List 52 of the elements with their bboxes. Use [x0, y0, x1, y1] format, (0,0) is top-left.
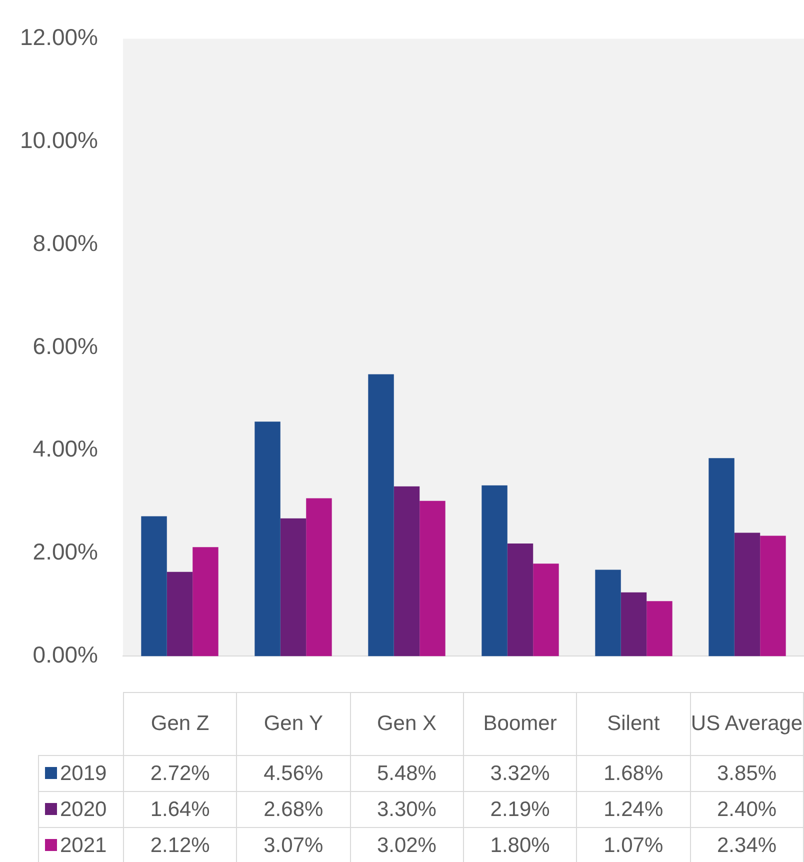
legend-label: 2019 [38, 756, 124, 792]
bar [192, 547, 218, 656]
y-tick-label: 10.00% [20, 127, 98, 154]
data-label: 3.85% [690, 756, 804, 792]
y-tick-label: 2.00% [32, 538, 98, 565]
bar [620, 592, 647, 656]
data-label: 1.07% [576, 828, 690, 862]
data-label: 1.64% [123, 792, 237, 828]
data-label: 4.56% [236, 756, 350, 792]
bar [646, 601, 672, 656]
data-label: 2.19% [463, 792, 577, 828]
data-label: 2.72% [123, 756, 237, 792]
y-tick-label: 6.00% [32, 332, 98, 359]
x-tick-label: Gen Y [236, 692, 350, 756]
data-label: 2.40% [690, 792, 804, 828]
legend-label: 2020 [38, 792, 124, 828]
data-label: 3.32% [463, 756, 577, 792]
x-tick-label: US Average [690, 692, 804, 756]
bar [368, 374, 394, 656]
data-label: 3.02% [350, 828, 464, 862]
bar [280, 518, 306, 656]
y-tick-label: 12.00% [20, 24, 98, 50]
bar [734, 532, 760, 656]
bar [394, 486, 420, 656]
bar [420, 500, 446, 656]
y-tick-label: 4.00% [32, 436, 98, 462]
data-label: 3.07% [236, 828, 350, 862]
data-label: 5.48% [350, 756, 464, 792]
bar [141, 516, 167, 656]
data-label: 3.30% [350, 792, 464, 828]
legend-label: 2021 [38, 828, 124, 862]
x-tick-label: Silent [576, 692, 690, 756]
bar [482, 485, 508, 656]
data-label: 1.80% [463, 828, 577, 862]
data-label: 1.24% [576, 792, 690, 828]
data-label: 2.34% [690, 828, 804, 862]
x-tick-label: Gen X [350, 692, 464, 756]
y-tick-label: 8.00% [32, 230, 98, 256]
data-label: 2.12% [123, 828, 237, 862]
bar [507, 544, 534, 656]
bar [760, 536, 786, 656]
y-tick-label: 0.00% [32, 642, 98, 668]
bar [708, 458, 734, 656]
bar [533, 564, 559, 656]
data-label: 1.68% [576, 756, 690, 792]
x-tick-label: Boomer [463, 692, 577, 756]
bar [166, 572, 193, 656]
x-tick-label: Gen Z [123, 692, 237, 756]
bar [306, 498, 332, 656]
data-label: 2.68% [236, 792, 350, 828]
bar [595, 570, 621, 656]
bar [254, 422, 280, 656]
